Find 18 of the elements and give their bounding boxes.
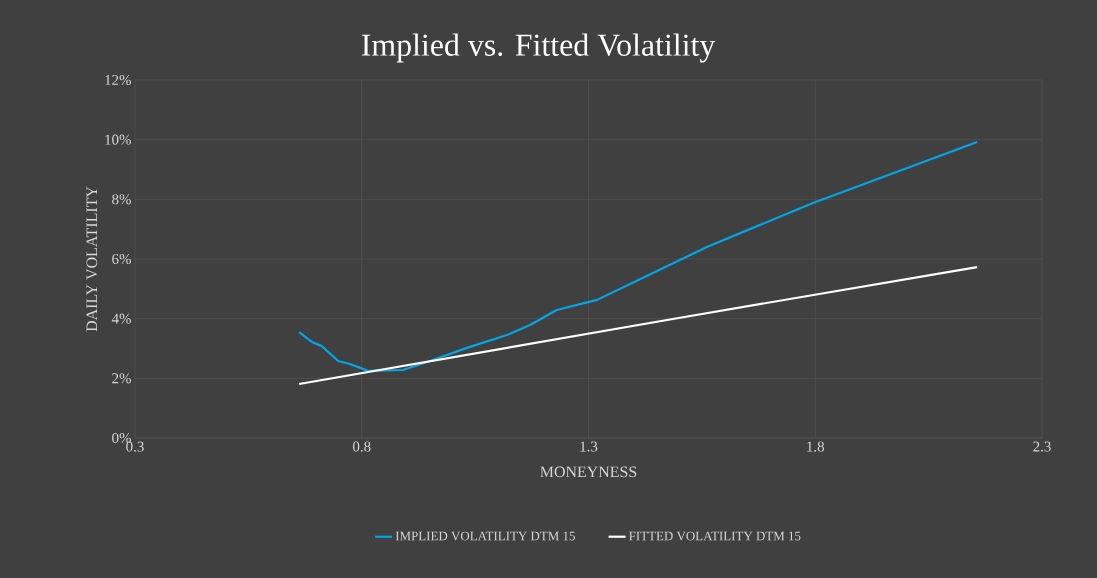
- x-axis-title: MONEYNESS: [540, 466, 637, 478]
- legend-label: IMPLIED VOLATILITY DTM 15: [395, 531, 575, 541]
- y-tick-label: 0%: [112, 432, 131, 444]
- x-tick-label: 0.3: [126, 441, 144, 452]
- y-tick-label: 8%: [112, 194, 131, 205]
- y-axis-title: DAILY VOLATILITY: [86, 186, 98, 332]
- x-tick-label: 1.3: [580, 441, 598, 452]
- x-tick-label: 1.8: [807, 441, 825, 452]
- y-tick-label: 12%: [105, 74, 131, 86]
- y-tick-label: 10%: [105, 134, 131, 145]
- legend-label: FITTED VOLATILITY DTM 15: [629, 531, 801, 541]
- x-tick-label: 0.8: [352, 441, 371, 452]
- y-tick-label: 2%: [112, 373, 131, 384]
- x-tick-label: 2.3: [1033, 441, 1051, 452]
- chart-title: Implied vs. Fitted Volatility: [361, 33, 716, 63]
- line-series: [298, 140, 979, 372]
- y-tick-label: 4%: [111, 313, 131, 324]
- y-tick-label: 6%: [112, 253, 131, 265]
